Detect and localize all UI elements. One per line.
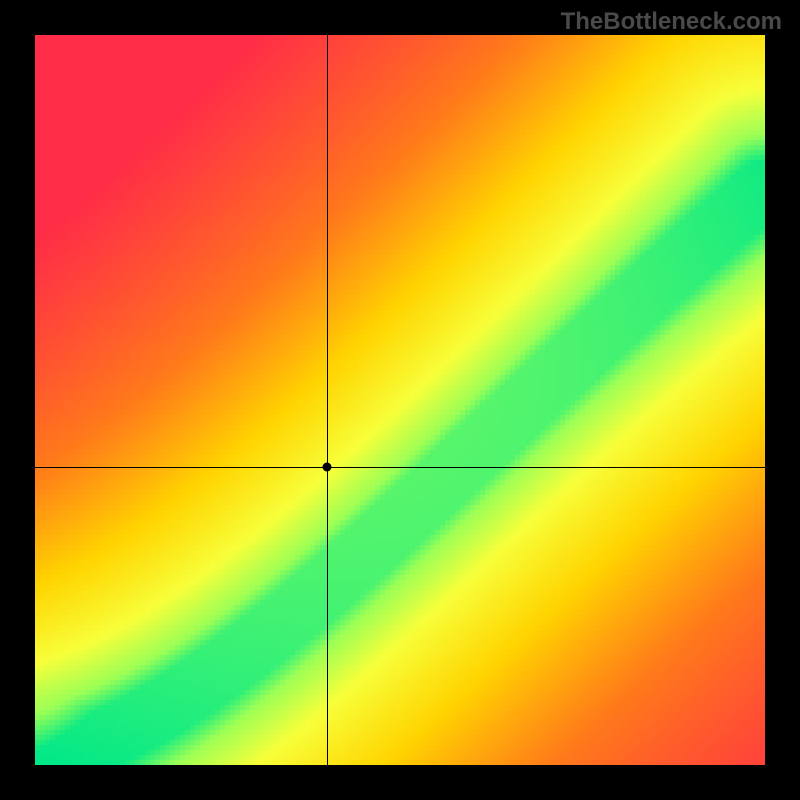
bottleneck-heatmap bbox=[35, 35, 765, 765]
chart-root: TheBottleneck.com bbox=[0, 0, 800, 800]
watermark-text: TheBottleneck.com bbox=[561, 8, 782, 36]
crosshair-horizontal bbox=[35, 467, 765, 468]
crosshair-marker bbox=[323, 463, 332, 472]
crosshair-vertical bbox=[327, 35, 328, 765]
